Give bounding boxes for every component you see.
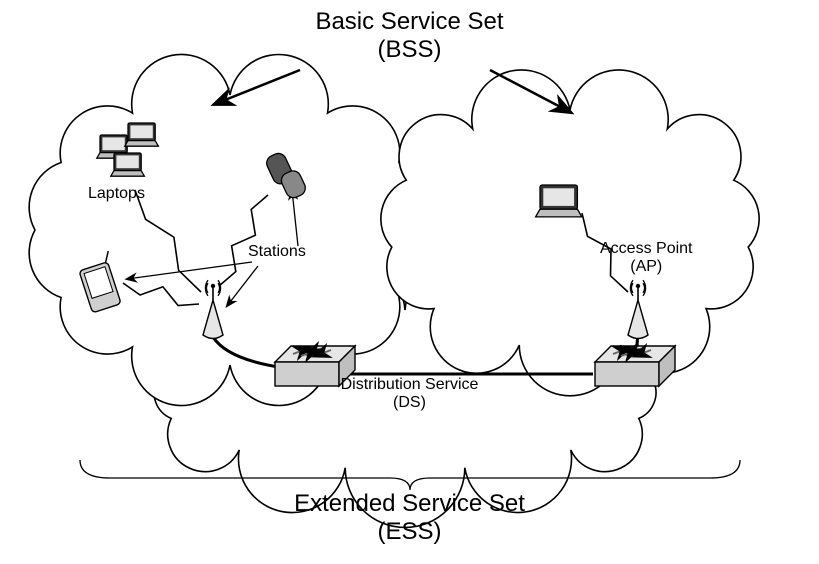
ess-title: Extended Service Set (ESS): [0, 490, 819, 545]
ap-label-line2: (AP): [630, 258, 662, 275]
ap-label-line1: Access Point: [600, 240, 692, 257]
ds-label-line1: Distribution Service: [341, 376, 479, 393]
ds-label: Distribution Service (DS): [0, 376, 819, 413]
diagram-svg: [0, 0, 819, 564]
ess-title-line1: Extended Service Set: [294, 490, 525, 517]
ess-title-line2: (ESS): [377, 518, 441, 545]
ap-label: Access Point (AP): [600, 240, 692, 277]
laptops-label: Laptops: [88, 185, 145, 203]
laptop-right-icon: [536, 185, 582, 217]
diagram-canvas: Basic Service Set (BSS): [0, 0, 819, 564]
ds-label-line2: (DS): [393, 394, 426, 411]
stations-label: Stations: [248, 243, 306, 261]
cloud-right: [381, 70, 759, 396]
